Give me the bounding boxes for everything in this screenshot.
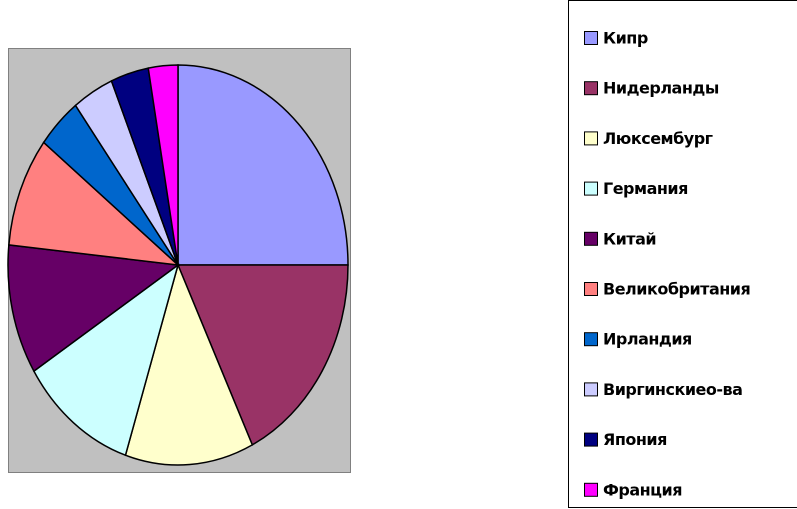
legend-label: Япония — [603, 430, 667, 449]
legend-label: Ирландия — [603, 330, 692, 349]
legend-label: Люксембург — [603, 129, 713, 148]
legend-label: Германия — [603, 179, 688, 198]
pie-slice — [32, 263, 180, 457]
pie-slice — [124, 262, 254, 466]
pie-slice — [8, 141, 181, 267]
legend-swatch — [584, 181, 598, 196]
legend-swatch — [584, 482, 598, 497]
legend-label: Кипр — [603, 29, 648, 48]
pie-slice — [147, 64, 179, 266]
legend-label: Виргинскиео-ва — [603, 380, 742, 399]
legend-swatch — [584, 81, 598, 96]
legend-label: Нидерланды — [603, 79, 719, 98]
legend-swatch — [584, 332, 598, 347]
legend-swatch — [584, 282, 598, 296]
legend-swatch — [584, 231, 598, 246]
legend-label: Франция — [603, 480, 682, 499]
pie-slice — [7, 244, 180, 373]
legend-label: Великобритания — [603, 280, 750, 299]
legend-box — [568, 0, 797, 508]
pie-slice — [176, 264, 349, 446]
pie-slice — [177, 64, 349, 266]
legend-swatch — [584, 31, 598, 45]
legend-label: Китай — [603, 229, 656, 248]
legend-swatch — [584, 432, 598, 447]
legend-swatch — [584, 131, 598, 146]
legend-swatch — [584, 382, 598, 397]
